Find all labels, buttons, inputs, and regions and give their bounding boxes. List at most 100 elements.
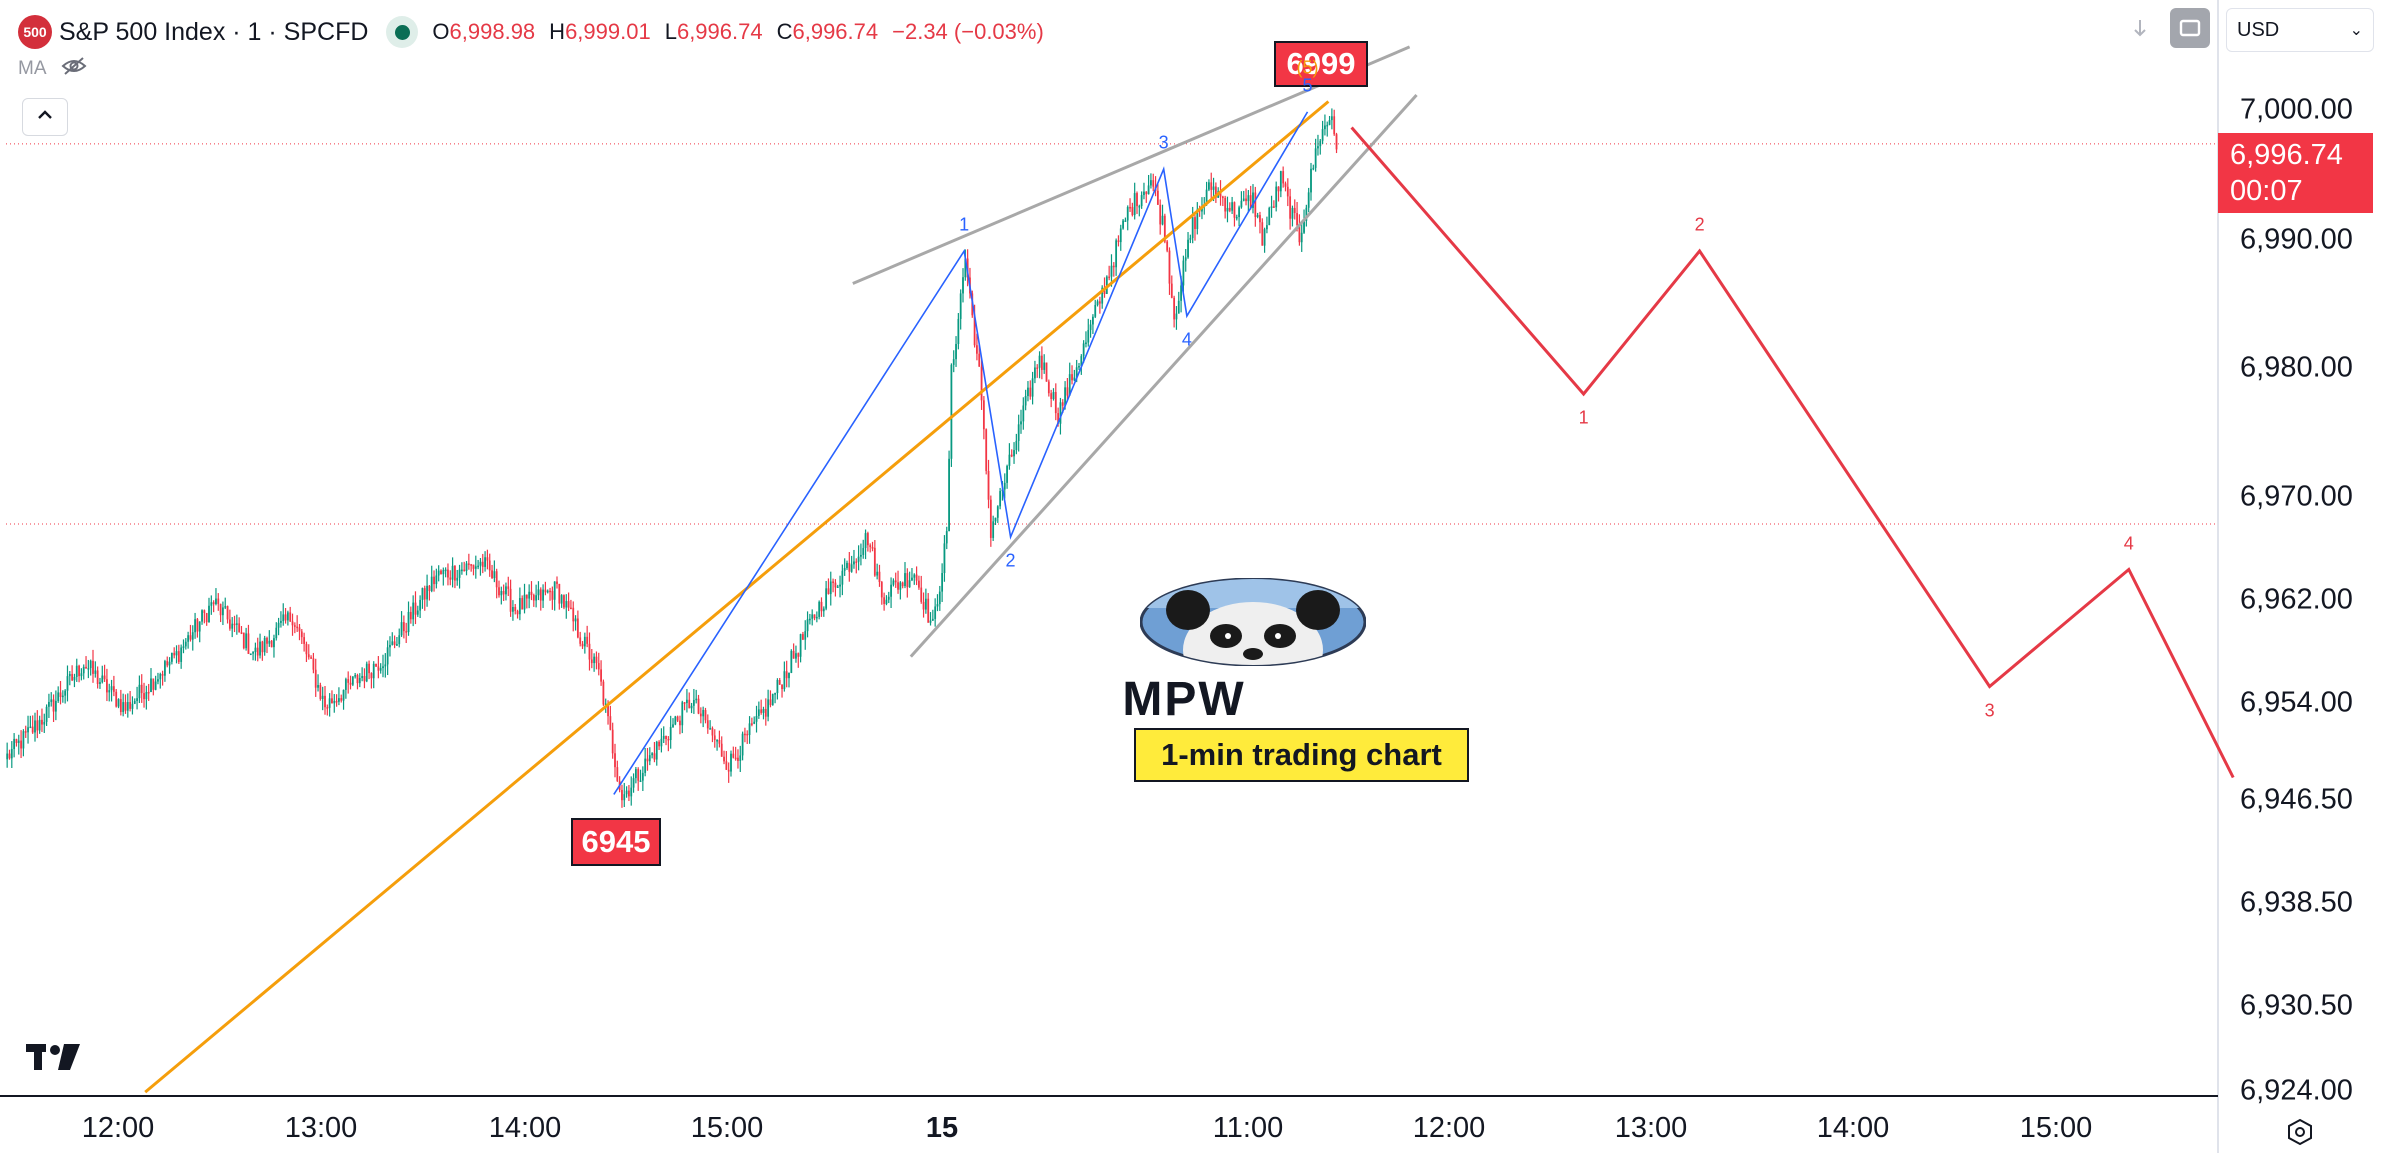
last-price: 6,996.74: [2230, 139, 2343, 171]
wave-label-1: 1: [959, 214, 970, 235]
candle-body: [402, 622, 405, 632]
candle-body: [80, 673, 83, 677]
candle-body: [595, 656, 598, 664]
candle-body: [688, 699, 691, 709]
currency-select[interactable]: USD ⌄: [2226, 8, 2374, 52]
candle-body: [839, 584, 841, 587]
candle-body: [521, 598, 524, 610]
candle-body: [382, 666, 384, 669]
collapse-legend-button[interactable]: [22, 98, 68, 136]
chart-settings-button[interactable]: [2284, 1116, 2316, 1153]
orange-trend-line[interactable]: [144, 100, 1330, 1094]
candle-body: [36, 720, 39, 731]
projection-label-3: 3: [1984, 700, 1995, 720]
candle-body: [999, 491, 1002, 507]
candle-body: [1078, 365, 1080, 368]
candle-body: [1052, 392, 1055, 399]
candle-body: [1328, 120, 1331, 125]
candle-body: [71, 674, 74, 681]
candle-body: [876, 571, 879, 576]
candle-body: [832, 581, 834, 583]
candle-body: [769, 699, 772, 706]
candle-body: [85, 666, 87, 669]
candle-body: [1143, 191, 1145, 196]
candle-body: [435, 575, 438, 585]
ma-indicator-label[interactable]: MA: [18, 58, 47, 79]
candle-body: [177, 651, 180, 662]
channel-lower-line[interactable]: [909, 93, 1418, 658]
candle-body: [377, 666, 380, 671]
candle-body: [484, 557, 486, 567]
candle-body: [850, 564, 853, 572]
indicator-row[interactable]: MA: [18, 56, 87, 82]
candle-body: [1036, 367, 1039, 369]
candle-body: [1080, 356, 1083, 366]
candle-body: [597, 663, 600, 670]
elliott-wave-path[interactable]: [613, 111, 1309, 795]
candle-body: [588, 643, 591, 660]
download-button[interactable]: [2124, 10, 2156, 50]
eye-off-icon[interactable]: [61, 56, 87, 82]
candle-body: [89, 660, 92, 669]
candle-body: [885, 599, 888, 604]
candle-body: [628, 790, 630, 797]
candle-body: [711, 728, 714, 736]
price-tick-label: 6,930.50: [2240, 989, 2353, 1022]
candle-body: [1133, 193, 1136, 216]
candle-body: [783, 671, 786, 690]
candle-body: [284, 614, 287, 621]
candle-body: [855, 561, 858, 563]
candle-body: [813, 614, 816, 619]
fullscreen-button[interactable]: [2168, 7, 2212, 50]
candle-body: [1277, 186, 1280, 192]
candle-body: [862, 548, 865, 555]
candle-body: [899, 582, 902, 590]
candle-body: [474, 566, 477, 569]
candle-body: [375, 663, 377, 667]
candle-body: [66, 676, 69, 691]
candle-body: [150, 678, 152, 693]
candle-body: [558, 583, 561, 604]
projection-wave-path[interactable]: [1350, 126, 2235, 779]
candle-body: [1057, 413, 1060, 424]
candle-body: [1126, 206, 1129, 221]
candle-body: [1017, 424, 1020, 441]
candle-body: [129, 702, 132, 709]
candle-body: [261, 641, 264, 653]
candle-body: [126, 702, 129, 711]
candle-body: [222, 607, 224, 616]
candle-body: [27, 727, 29, 733]
candle-body: [393, 641, 396, 645]
candle-body: [254, 647, 257, 653]
candle-body: [1296, 213, 1298, 226]
settings-icon: [2284, 1118, 2316, 1152]
candle-body: [1247, 195, 1250, 202]
candle-body: [887, 596, 890, 600]
candle-body: [646, 758, 649, 762]
tradingview-logo[interactable]: [26, 1044, 82, 1079]
candle-body: [175, 651, 178, 656]
candle-body: [913, 574, 916, 578]
time-tick-label: 13:00: [1614, 1112, 1688, 1144]
candle-body: [560, 595, 563, 604]
symbol-title[interactable]: S&P 500 Index · 1 · SPCFD: [59, 17, 369, 46]
candle-body: [734, 757, 737, 760]
symbol-header[interactable]: 500 S&P 500 Index · 1 · SPCFD O6,998.98 …: [18, 12, 1044, 52]
candle-body: [1298, 225, 1301, 243]
candle-body: [363, 676, 366, 682]
candle-body: [400, 622, 403, 636]
candle-body: [384, 664, 387, 667]
candle-body: [1254, 192, 1257, 217]
candle-body: [333, 700, 336, 704]
candle-body: [131, 703, 134, 709]
candle-body: [950, 364, 953, 459]
candle-body: [1177, 300, 1180, 314]
candle-body: [31, 726, 34, 733]
bar-countdown: 00:07: [2230, 175, 2303, 207]
candle-body: [154, 681, 157, 690]
candle-body: [1314, 148, 1317, 168]
candle-body: [349, 682, 352, 685]
candle-body: [873, 547, 876, 576]
candle-body: [1024, 396, 1027, 406]
